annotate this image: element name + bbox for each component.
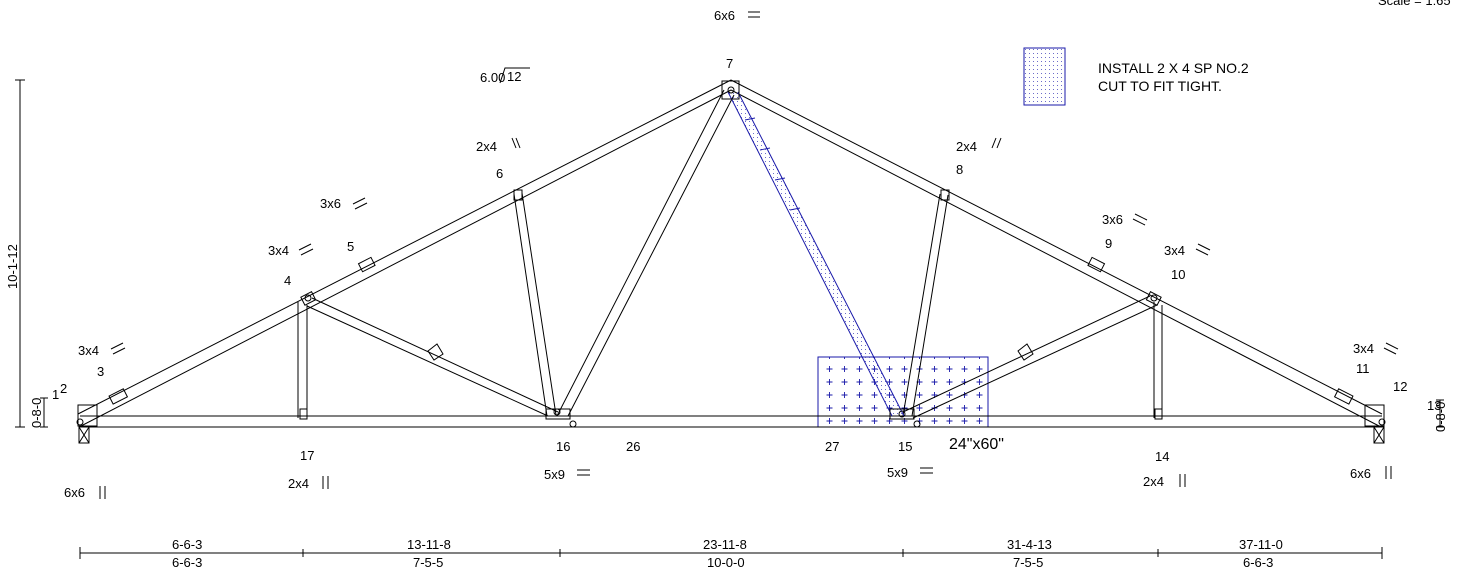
- svg-text:10: 10: [1171, 267, 1185, 282]
- height-dimension: 10-1-12: [5, 79, 25, 428]
- svg-text:2x4: 2x4: [288, 476, 309, 491]
- area-size-label: 24"x60": [949, 436, 1004, 453]
- support-left: [78, 426, 90, 444]
- svg-text:2x4: 2x4: [476, 139, 497, 154]
- dimension-labels: 6-6-3 6-6-3 13-11-8 7-5-5 23-11-8 10-0-0…: [172, 537, 1283, 570]
- joint-circles: [76, 86, 1386, 428]
- svg-text:12: 12: [507, 69, 521, 84]
- svg-text:8: 8: [956, 162, 963, 177]
- plate-label-7: 6x6: [714, 8, 760, 23]
- bottom-chord: [80, 415, 1382, 428]
- svg-text:4: 4: [284, 273, 291, 288]
- web-10-15: [902, 295, 1158, 419]
- web-8-15: [902, 193, 949, 417]
- svg-text:6.00: 6.00: [480, 70, 505, 85]
- web-4-17: [297, 302, 308, 418]
- svg-text:3x6: 3x6: [1102, 212, 1123, 227]
- svg-text:17: 17: [300, 448, 314, 463]
- install-note: INSTALL 2 X 4 SP NO.2 CUT TO FIT TIGHT.: [1023, 47, 1249, 106]
- svg-text:12: 12: [1393, 379, 1407, 394]
- web-6-16: [513, 192, 557, 417]
- svg-text:7-5-5: 7-5-5: [1013, 555, 1043, 570]
- svg-text:6x6: 6x6: [64, 485, 85, 500]
- web-4-16: [306, 297, 559, 417]
- joint-plates: [77, 80, 1385, 427]
- top-chord-left: [77, 79, 732, 427]
- svg-text:10-0-0: 10-0-0: [707, 555, 745, 570]
- svg-text:0-8-0: 0-8-0: [1433, 402, 1448, 432]
- svg-text:CUT TO FIT TIGHT.: CUT TO FIT TIGHT.: [1098, 78, 1222, 94]
- svg-text:6-6-3: 6-6-3: [1243, 555, 1273, 570]
- svg-text:2x4: 2x4: [1143, 474, 1164, 489]
- web-10-14: [1153, 302, 1163, 418]
- svg-text:11: 11: [1356, 361, 1370, 376]
- svg-text:3: 3: [97, 364, 104, 379]
- joint-numbers: 1 2 3 4 5 6 7 8 9 10 11 12 13 14 15 16 1…: [52, 56, 1441, 464]
- svg-text:13: 13: [1427, 398, 1441, 413]
- svg-text:2: 2: [60, 381, 67, 396]
- dimension-line: [79, 547, 1383, 559]
- svg-text:16: 16: [556, 439, 570, 454]
- svg-text:0-8-0: 0-8-0: [29, 398, 44, 428]
- right-end-height: 0-8-0: [1433, 399, 1448, 432]
- svg-text:13-11-8: 13-11-8: [407, 537, 451, 552]
- note-swatch: [1023, 47, 1066, 106]
- svg-text:6x6: 6x6: [1350, 466, 1371, 481]
- svg-text:3x4: 3x4: [1164, 243, 1185, 258]
- svg-text:2x4: 2x4: [956, 139, 977, 154]
- svg-text:6-6-3: 6-6-3: [172, 537, 202, 552]
- svg-text:3x4: 3x4: [268, 243, 289, 258]
- svg-text:14: 14: [1155, 449, 1169, 464]
- svg-text:3x6: 3x6: [320, 196, 341, 211]
- svg-text:37-11-0: 37-11-0: [1239, 537, 1283, 552]
- top-chord-right: [730, 79, 1383, 427]
- svg-text:1: 1: [52, 387, 59, 402]
- svg-text:23-11-8: 23-11-8: [703, 537, 747, 552]
- svg-text:7-5-5: 7-5-5: [413, 555, 443, 570]
- slope-indicator: 6.00 12: [480, 67, 530, 85]
- svg-text:6-6-3: 6-6-3: [172, 555, 202, 570]
- web-members: [297, 89, 1163, 419]
- svg-text:INSTALL 2 X 4 SP NO.2: INSTALL 2 X 4 SP NO.2: [1098, 60, 1249, 76]
- left-end-height: 0-8-0: [29, 397, 48, 428]
- web-7-16: [556, 89, 735, 417]
- svg-text:5x9: 5x9: [887, 465, 908, 480]
- svg-text:7: 7: [726, 56, 733, 71]
- support-right: [1373, 426, 1385, 444]
- svg-text:5x9: 5x9: [544, 467, 565, 482]
- svg-text:9: 9: [1105, 236, 1112, 251]
- scale-label: Scale = 1:65: [1378, 0, 1451, 8]
- svg-text:31-4-13: 31-4-13: [1007, 537, 1052, 552]
- svg-text:10-1-12: 10-1-12: [5, 244, 20, 289]
- svg-text:6: 6: [496, 166, 503, 181]
- svg-text:5: 5: [347, 239, 354, 254]
- plate-labels: 2x4 2x4 3x6 3x6 3x4 3x4 3x4 3x4 5x9 5x9 …: [64, 137, 1399, 500]
- svg-text:3x4: 3x4: [78, 343, 99, 358]
- svg-text:6x6: 6x6: [714, 8, 735, 23]
- svg-text:26: 26: [626, 439, 640, 454]
- svg-text:3x4: 3x4: [1353, 341, 1374, 356]
- svg-text:15: 15: [898, 439, 912, 454]
- svg-text:27: 27: [825, 439, 839, 454]
